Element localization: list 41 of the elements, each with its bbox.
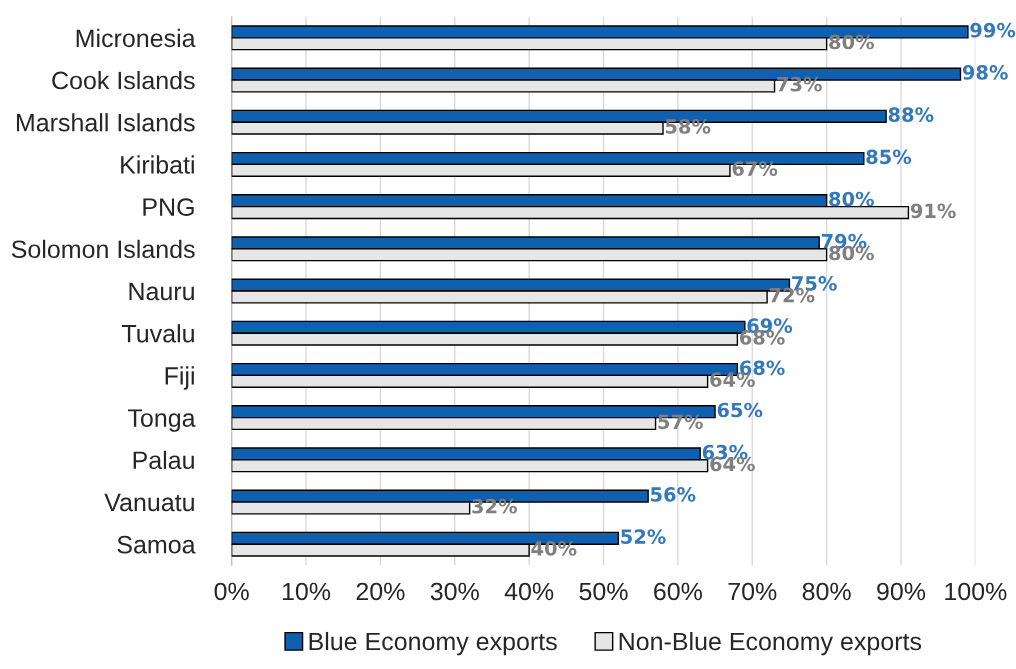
- legend-label: Blue Economy exports: [309, 631, 557, 656]
- data-label: 56%: [651, 487, 696, 502]
- y-tick-label: Tonga: [128, 409, 196, 432]
- data-label: 98%: [962, 65, 1008, 80]
- y-tick-label: PNG: [143, 198, 194, 216]
- y-tick-label: Samoa: [117, 535, 196, 554]
- y-tick-label: Palau: [133, 450, 194, 470]
- data-label: 57%: [658, 414, 703, 430]
- data-label: 91%: [910, 203, 956, 219]
- data-label: 80%: [829, 191, 874, 207]
- data-label: 73%: [777, 76, 822, 92]
- data-label: 85%: [866, 149, 912, 165]
- x-tick-label: 90%: [877, 582, 926, 601]
- y-tick-label: Micronesia: [76, 28, 196, 48]
- x-tick-label: 60%: [654, 582, 703, 601]
- x-tick-label: 70%: [728, 582, 777, 601]
- x-tick-label: 80%: [802, 582, 851, 601]
- data-label: 99%: [970, 22, 1016, 38]
- data-label: 88%: [888, 107, 934, 122]
- y-tick-label: Tuvalu: [122, 324, 194, 343]
- y-tick-label: Kiribati: [121, 155, 194, 174]
- data-label: 52%: [621, 529, 666, 544]
- data-label: 67%: [732, 161, 778, 176]
- y-tick-label: Cook Islands: [52, 70, 195, 90]
- y-tick-label: Solomon Islands: [11, 239, 195, 259]
- x-tick-label: 30%: [430, 582, 479, 601]
- y-tick-label: Nauru: [129, 282, 194, 301]
- y-tick-label: Vanuatu: [104, 493, 194, 512]
- y-tick-label: Marshall Islands: [16, 113, 195, 132]
- x-tick-label: 20%: [356, 582, 405, 601]
- x-tick-label: 50%: [579, 582, 628, 601]
- legend-label: Non-Blue Economy exports: [619, 631, 922, 656]
- x-tick-label: 10%: [282, 582, 331, 601]
- x-tick-label: 40%: [504, 582, 554, 601]
- x-tick-label: 0%: [214, 582, 249, 601]
- data-label: 40%: [531, 541, 577, 556]
- x-tick-label: 100%: [945, 582, 1007, 601]
- data-label: 58%: [665, 119, 711, 134]
- data-label: 32%: [472, 498, 517, 514]
- y-tick-label: Fiji: [165, 366, 194, 390]
- data-label: 65%: [717, 402, 763, 418]
